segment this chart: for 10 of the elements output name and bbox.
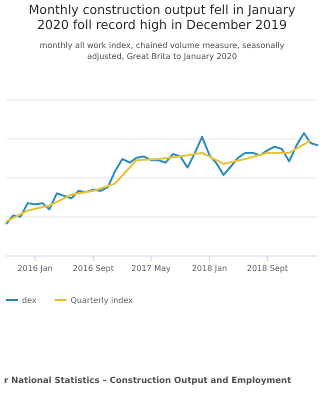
x-tick-label: 2018 Sept — [246, 264, 288, 273]
text: r National Statistics – Construction Output and Employment — [4, 376, 292, 386]
x-tick-label: 2016 Jan — [17, 264, 53, 273]
legend-label: dex — [22, 296, 37, 305]
x-tick-label: 2016 Sept — [72, 264, 114, 273]
chart-subtitle: monthly all work index, chained volume measure, seasonally adjusted, Great Brita to January 2020 — [40, 41, 285, 61]
x-tick-label: 2018 Jan — [192, 264, 228, 273]
legend-label: Quarterly index — [70, 296, 134, 305]
x-tick-label: 2017 May — [131, 264, 172, 273]
chart-title: Monthly construction output fell in January 2020 foll record high in December 2019 — [28, 2, 296, 32]
